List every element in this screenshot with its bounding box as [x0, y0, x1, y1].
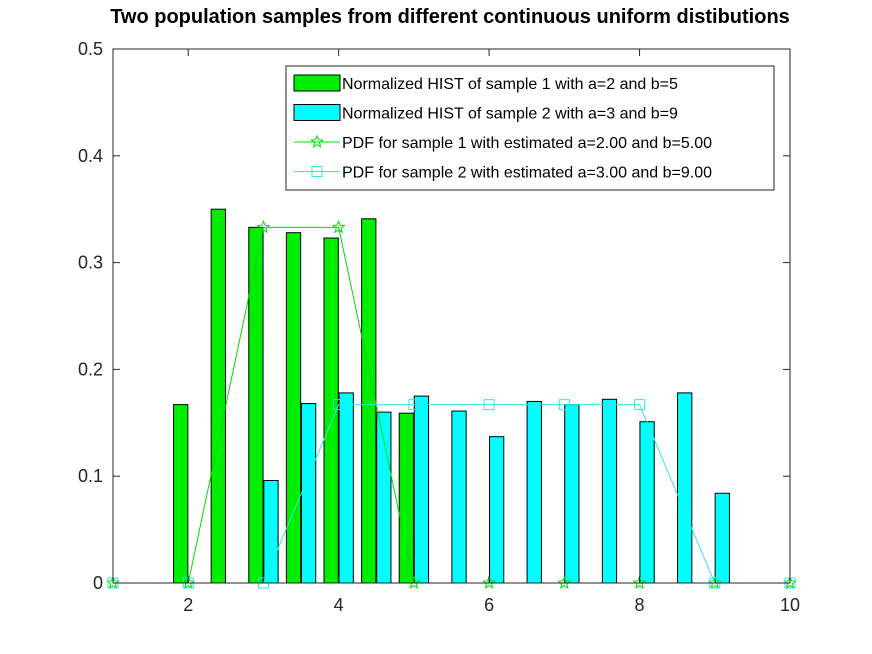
star-marker-5	[406, 575, 421, 589]
bar-series2-4	[376, 411, 392, 584]
bar-series2-6	[451, 410, 467, 584]
y-tick-label-2: 0.1	[78, 466, 103, 486]
star-marker-8	[632, 575, 647, 589]
y-tick-label-1: 0	[93, 573, 103, 593]
legend-square-marker-icon	[311, 166, 323, 177]
star-marker-9	[707, 575, 722, 589]
bar-series2-1	[263, 479, 279, 584]
square-marker-4	[333, 399, 345, 411]
bar-series2-5	[413, 395, 430, 584]
axes-box	[112, 48, 791, 584]
x-tick-label-2: 4	[334, 595, 344, 615]
y-tick-label-4: 0.3	[78, 253, 103, 273]
x-tick-label-3: 6	[484, 595, 494, 615]
bars-layer	[173, 208, 730, 584]
bar-series2-11	[639, 421, 655, 584]
bar-series2-9	[564, 404, 580, 584]
legend-box	[285, 65, 775, 191]
y-tick-label-5: 0.4	[78, 146, 103, 166]
bar-series2-7	[488, 436, 505, 584]
y-tick-label-3: 0.2	[78, 359, 103, 379]
square-marker-7	[558, 399, 570, 411]
legend-swatch-bars1	[293, 74, 341, 92]
bar-series1-7	[398, 412, 415, 584]
star-marker-2	[181, 575, 196, 589]
star-marker-10	[782, 575, 798, 589]
bar-series2-10	[601, 398, 618, 584]
x-tick-label-4: 8	[635, 595, 645, 615]
bar-series2-3	[338, 392, 354, 584]
bar-series1-6	[361, 218, 377, 584]
bar-series1-2	[210, 208, 226, 584]
square-marker-8	[634, 399, 646, 411]
bar-series2-12	[677, 392, 693, 584]
bar-series1-3	[248, 226, 264, 584]
bar-series2-2	[300, 403, 317, 584]
bar-series2-13	[714, 492, 730, 584]
star-marker-4	[331, 219, 346, 234]
star-marker-3	[256, 219, 271, 234]
bar-series1-1	[173, 404, 189, 584]
legend: Normalized HIST of sample 1 with a=2 and…	[285, 65, 775, 191]
bar-series2-8	[526, 400, 542, 584]
chart-title: Two population samples from different co…	[110, 6, 790, 28]
legend-star-marker-icon	[309, 134, 325, 148]
legend-label-bars1: Normalized HIST of sample 1 with a=2 and…	[342, 76, 678, 93]
legend-label-line2: PDF for sample 2 with estimated a=3.00 a…	[342, 165, 712, 182]
x-tick-label-1: 2	[183, 595, 193, 615]
legend-label-line1: PDF for sample 1 with estimated a=2.00 a…	[342, 135, 712, 152]
y-tick-label-6: 0.5	[78, 39, 103, 59]
star-marker-7	[557, 575, 572, 589]
square-marker-6	[483, 399, 495, 411]
legend-swatch-bars2	[293, 104, 341, 121]
bar-series1-4	[285, 232, 302, 584]
star-marker-6	[482, 575, 497, 589]
axes-layer: 2 4 6 8 10 0 0.1 0.2 0.3 0.4 0.5	[78, 39, 800, 615]
star-marker-1	[105, 575, 121, 589]
legend-label-bars2: Normalized HIST of sample 2 with a=3 and…	[342, 106, 678, 123]
x-tick-label-5: 10	[780, 595, 800, 615]
square-marker-5	[408, 399, 420, 411]
